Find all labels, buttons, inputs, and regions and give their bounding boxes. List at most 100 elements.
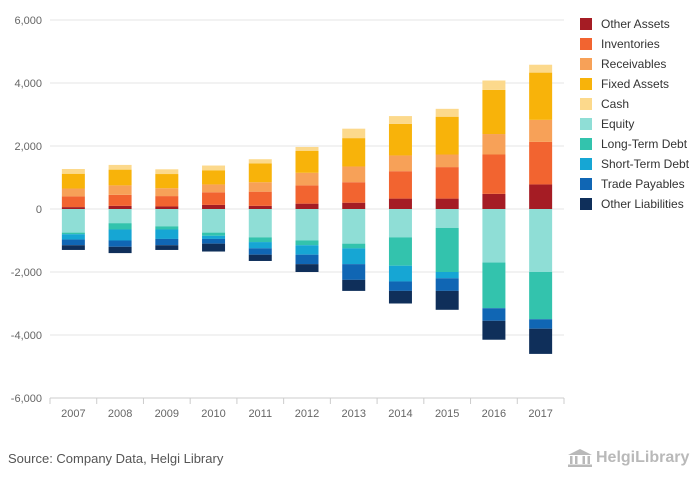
legend-item[interactable]: Inventories: [580, 36, 689, 56]
bar-segment: [202, 235, 226, 239]
bar-segment: [342, 279, 366, 291]
bar-segment: [482, 262, 506, 309]
legend-swatch: [580, 58, 592, 70]
legend-label: Short-Term Debt: [601, 157, 690, 171]
bar-segment: [61, 207, 85, 209]
bar-segment: [435, 198, 459, 209]
bar-segment: [388, 198, 412, 209]
bar-segment: [248, 163, 272, 183]
bar-segment: [108, 209, 132, 224]
bar-segment: [529, 64, 553, 73]
y-tick-label: -2,000: [11, 267, 42, 279]
bar-segment: [388, 237, 412, 266]
bar-segment: [295, 245, 319, 255]
bar-segment: [342, 264, 366, 280]
bar-segment: [342, 209, 366, 244]
bar-segment: [482, 308, 506, 321]
bar-segment: [108, 185, 132, 195]
bar-segment: [435, 278, 459, 291]
bar-segment: [482, 134, 506, 155]
library-building-icon: [568, 449, 592, 467]
bar-segment: [482, 193, 506, 209]
bar-segment: [435, 290, 459, 310]
legend-label: Trade Payables: [601, 177, 685, 191]
legend-item[interactable]: Equity: [580, 116, 689, 136]
bar-segment: [61, 168, 85, 174]
bar-segment: [435, 167, 459, 199]
bar-segment: [295, 254, 319, 265]
logo-text: HelgiLibrary: [596, 449, 690, 466]
bar-segment: [248, 159, 272, 164]
bar-segment: [388, 116, 412, 124]
bar-segment: [482, 89, 506, 135]
source-note: Source: Company Data, Helgi Library: [8, 451, 224, 466]
helgi-library-logo: HelgiLibrary: [568, 446, 694, 470]
bar-segment: [295, 150, 319, 173]
bar-segment: [295, 185, 319, 204]
bar-segment: [388, 281, 412, 291]
bar-segment: [61, 232, 85, 235]
legend-item[interactable]: Other Assets: [580, 16, 689, 36]
x-tick-label: 2013: [341, 408, 365, 420]
legend-label: Other Liabilities: [601, 197, 684, 211]
legend-swatch: [580, 198, 592, 210]
x-axis: 2007 2008 2009 2010 2011 2012 2013 2014 2015 2016…: [49, 397, 565, 420]
legend-item[interactable]: Long-Term Debt: [580, 136, 689, 156]
bar-segment: [529, 319, 553, 329]
legend-item[interactable]: Trade Payables: [580, 176, 689, 196]
legend-label: Fixed Assets: [601, 77, 670, 91]
legend-swatch: [580, 178, 592, 190]
legend-item[interactable]: Short-Term Debt: [580, 156, 689, 176]
bar-segment: [295, 240, 319, 246]
bar-segment: [155, 206, 179, 209]
x-tick-label: 2015: [435, 408, 459, 420]
x-tick-label: 2012: [295, 408, 319, 420]
bar-segment: [202, 165, 226, 171]
bar-segment: [388, 123, 412, 156]
bar-segment: [248, 254, 272, 261]
bar-segment: [61, 173, 85, 189]
legend-swatch: [580, 78, 592, 90]
bar-segment: [529, 272, 553, 320]
x-tick-label: 2017: [528, 408, 552, 420]
bar-segment: [435, 116, 459, 155]
legend-item[interactable]: Fixed Assets: [580, 76, 689, 96]
bar-segment: [202, 192, 226, 205]
legend-item[interactable]: Other Liabilities: [580, 196, 689, 216]
bar-segment: [202, 170, 226, 185]
grid-lines: -6,000 -4,000 -2,000 0 2,000 4,000 6,000: [11, 15, 564, 405]
legend-label: Receivables: [601, 57, 667, 71]
bar-segment: [202, 209, 226, 233]
bar-segment: [248, 242, 272, 249]
bar-segment: [388, 265, 412, 282]
x-tick-label: 2010: [201, 408, 225, 420]
bar-segment: [108, 223, 132, 230]
bar-segment: [529, 141, 553, 185]
legend-swatch: [580, 38, 592, 50]
bar-segment: [155, 188, 179, 197]
bar-segment: [388, 290, 412, 304]
bar-segment: [482, 80, 506, 90]
bar-segment: [61, 234, 85, 240]
legend-label: Long-Term Debt: [601, 137, 688, 151]
legend-item[interactable]: Cash: [580, 96, 689, 116]
legend-swatch: [580, 158, 592, 170]
bar-segment: [435, 108, 459, 117]
y-tick-label: -6,000: [11, 393, 42, 405]
x-tick-label: 2016: [482, 408, 506, 420]
bar-segment: [342, 128, 366, 139]
bar-segment: [248, 209, 272, 238]
legend-item[interactable]: Receivables: [580, 56, 689, 76]
bar-segment: [435, 154, 459, 168]
legend-label: Other Assets: [601, 17, 670, 31]
bar-segment: [61, 196, 85, 208]
bar-segment: [529, 184, 553, 209]
bar-segment: [155, 169, 179, 175]
bar-segment: [155, 245, 179, 250]
bar-segment: [342, 243, 366, 249]
bar-segment: [108, 229, 132, 241]
bar-segment: [295, 264, 319, 272]
legend-swatch: [580, 18, 592, 30]
bar-segment: [295, 209, 319, 241]
